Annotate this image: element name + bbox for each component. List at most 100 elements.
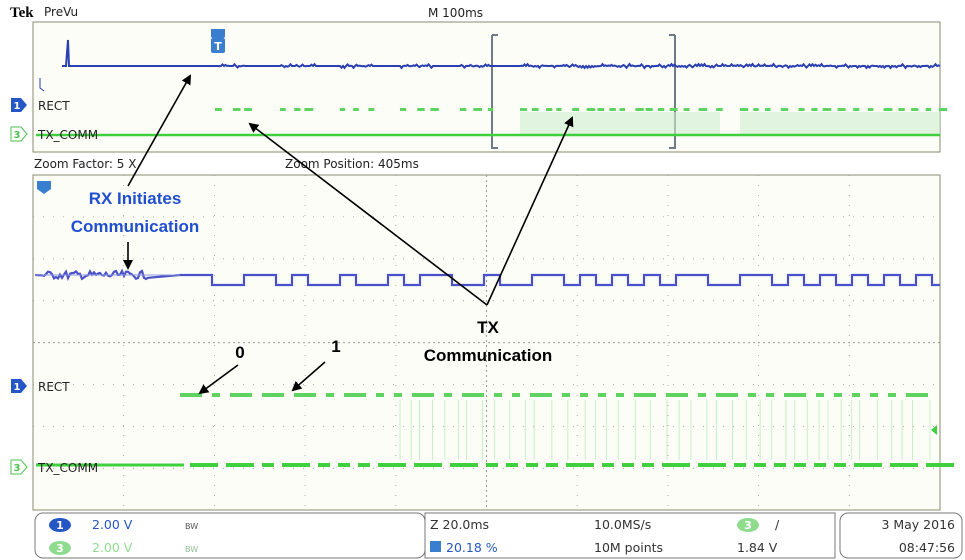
- ch1-pulse: [353, 108, 359, 111]
- bandwidth: BW: [185, 545, 198, 554]
- ch1-start: [39, 78, 45, 92]
- channel-number: 3: [56, 542, 64, 555]
- annotation-text: 0: [235, 343, 244, 362]
- zoom-factor: Zoom Factor: 5 X: [34, 157, 136, 171]
- rect-pulse: [326, 393, 334, 397]
- rect-pulse: [230, 393, 252, 397]
- ch3-pulse: [338, 463, 350, 467]
- rect-pulse: [376, 393, 384, 397]
- ch1-trace: [62, 39, 941, 70]
- ch3-pulse: [190, 463, 218, 467]
- ch3-pulse: [642, 463, 654, 467]
- channel-badge: [10, 126, 28, 142]
- ch3-pulse: [734, 463, 746, 467]
- ch3-pulse: [262, 463, 274, 467]
- date: 3 May 2016: [881, 517, 955, 532]
- arrow: [486, 116, 574, 306]
- rect-pulse: [344, 393, 366, 397]
- mode: PreVu: [44, 5, 78, 19]
- rect-band: [520, 112, 720, 134]
- ch3-pulse: [774, 463, 786, 467]
- rect-pulse: [294, 393, 316, 397]
- rect-pulse: [784, 393, 806, 397]
- annotation-text: TX: [477, 318, 499, 337]
- ch1-pulse: [460, 108, 467, 111]
- ch1-pulse: [635, 108, 644, 111]
- ch3-pulse: [698, 463, 726, 467]
- ch3-pulse: [506, 463, 518, 467]
- ch3-pulse: [794, 463, 806, 467]
- ch1-pulse: [487, 108, 494, 111]
- ch1-pulse: [698, 108, 708, 111]
- ch1-pulse: [304, 108, 314, 111]
- channel-number: 1: [14, 101, 21, 112]
- ch1-pulse: [657, 108, 665, 111]
- rect-pulse: [262, 393, 284, 397]
- ch3-pulse: [814, 463, 826, 467]
- ch3-pulse: [754, 463, 766, 467]
- rect-pulse: [666, 393, 688, 397]
- ch1-pulse: [473, 108, 482, 111]
- ch1-pulse: [280, 108, 286, 111]
- rect-pulse: [634, 393, 656, 397]
- channel-badge: [11, 379, 27, 393]
- rect-pulse: [766, 393, 774, 397]
- ch3-pulse: [526, 463, 538, 467]
- ch1-pulse: [244, 108, 252, 111]
- channel-scale: 2.00 V: [92, 517, 133, 532]
- channel-number: 3: [14, 130, 21, 141]
- annotation-text: Communication: [71, 217, 199, 236]
- rect-pulse: [816, 393, 824, 397]
- rect-pulse: [180, 393, 202, 397]
- ch3-pulse: [566, 463, 594, 467]
- arrow: [127, 74, 191, 187]
- annotation-text: 1: [331, 337, 340, 356]
- ch3-pulse: [546, 463, 558, 467]
- ch3-pulse: [890, 463, 918, 467]
- channel-label: RECT: [38, 99, 70, 113]
- ch3-pulse: [926, 463, 954, 467]
- channel-label: RECT: [38, 380, 70, 394]
- ch1-pulse: [764, 108, 771, 111]
- trigger-level: 1.84 V: [737, 540, 778, 555]
- rect-pulse: [598, 393, 606, 397]
- brand: Tek: [10, 5, 34, 21]
- ch1-pulse: [368, 108, 375, 111]
- trigger-badge: [211, 38, 225, 53]
- ch3-pulse: [486, 463, 498, 467]
- sample-rate: 10.0MS/s: [594, 517, 651, 532]
- ch1-pulse: [417, 108, 425, 111]
- ch1-pulse: [669, 108, 678, 111]
- rect-pulse: [698, 393, 706, 397]
- ch1-pulse: [520, 108, 527, 111]
- ch1-pulse: [911, 108, 919, 111]
- clock-box: [839, 512, 963, 559]
- ch3-pulse: [662, 463, 690, 467]
- ch3-pulse: [450, 463, 478, 467]
- rect-band: [740, 112, 940, 134]
- annotation-text: RX Initiates: [89, 189, 182, 208]
- rect-pulse: [870, 393, 878, 397]
- ch1-pulse: [645, 108, 653, 111]
- trigger-source: 3: [744, 519, 752, 532]
- channel-label: TX_COMM: [37, 128, 98, 142]
- ch1-pulse: [572, 108, 580, 111]
- timebase-status-box: [424, 512, 836, 559]
- arrow: [248, 122, 488, 306]
- ch1-pulse: [853, 108, 860, 111]
- ch1-pulse: [938, 108, 948, 111]
- ch1-pulse: [925, 108, 932, 111]
- arrow: [198, 364, 239, 395]
- trigger-source-badge: [737, 518, 759, 532]
- ch3-pulse: [378, 463, 406, 467]
- ch1-pulse: [780, 108, 789, 111]
- annotation-arrows: [123, 74, 574, 395]
- channel-scale: 2.00 V: [92, 540, 133, 555]
- channel-badge: [49, 518, 71, 532]
- ch3-pulse: [358, 463, 370, 467]
- ch1-pulse: [716, 108, 723, 111]
- channel-number: 1: [56, 519, 64, 532]
- ch1-pulse: [683, 108, 690, 111]
- rect-pulse: [888, 393, 896, 397]
- ch1-pulse: [556, 108, 562, 111]
